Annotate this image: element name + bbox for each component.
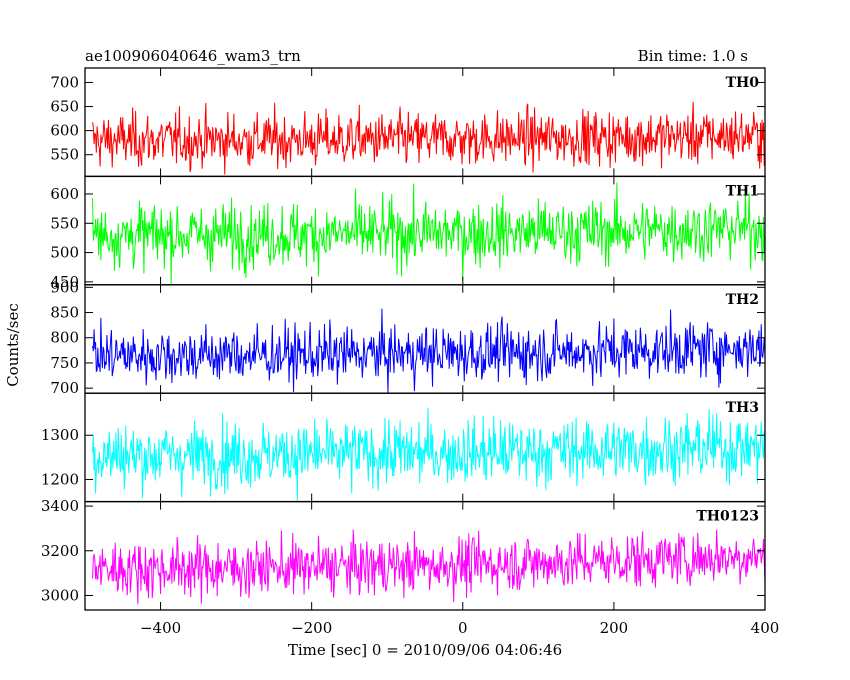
y-axis-label: Counts/sec <box>4 303 22 387</box>
series-label-th0: TH0 <box>726 75 760 91</box>
series-line-th0123 <box>92 529 765 605</box>
y-tick-label: 550 <box>50 214 79 232</box>
y-tick-label: 700 <box>50 379 79 397</box>
x-tick-label: 400 <box>751 619 780 637</box>
series-line-th3 <box>92 407 765 501</box>
y-tick-label: 3200 <box>41 542 79 560</box>
y-tick-label: 850 <box>50 304 79 322</box>
series-label-th1: TH1 <box>726 183 759 199</box>
panel-frame <box>84 284 766 394</box>
series-line-th0 <box>92 101 765 175</box>
chart-title: ae100906040646_wam3_trn <box>85 47 301 65</box>
x-tick-label: 0 <box>458 619 468 637</box>
x-tick-label: 200 <box>600 619 629 637</box>
y-tick-label: 900 <box>50 278 79 296</box>
x-tick-label: −200 <box>291 619 332 637</box>
y-tick-label: 650 <box>50 98 79 116</box>
y-tick-label: 800 <box>50 329 79 347</box>
y-tick-label: 450 <box>50 273 79 291</box>
y-tick-label: 700 <box>50 73 79 91</box>
y-tick-label: 1200 <box>41 470 79 488</box>
series-line-th1 <box>92 182 765 285</box>
series-label-th2: TH2 <box>726 292 759 308</box>
y-tick-label: 3400 <box>41 497 79 515</box>
y-tick-label: 550 <box>50 146 79 164</box>
bin-time-label: Bin time: 1.0 s <box>638 47 748 65</box>
y-tick-label: 600 <box>50 185 79 203</box>
y-tick-label: 500 <box>50 244 79 262</box>
panel-frame <box>84 500 766 611</box>
series-label-th0123: TH0123 <box>696 509 759 525</box>
series-label-th3: TH3 <box>726 400 759 416</box>
series-line-th2 <box>92 308 765 394</box>
panels: 550 600 650 700 TH0 450 500 550 600 TH1 700 750 800 8… <box>41 67 780 637</box>
x-axis-label: Time [sec] 0 = 2010/09/06 04:06:46 <box>288 641 562 659</box>
y-tick-label: 1300 <box>41 426 79 444</box>
x-tick-label: −400 <box>140 619 181 637</box>
panel-frame <box>84 67 766 178</box>
y-tick-label: 600 <box>50 122 79 140</box>
y-tick-label: 3000 <box>41 586 79 604</box>
y-tick-label: 750 <box>50 354 79 372</box>
